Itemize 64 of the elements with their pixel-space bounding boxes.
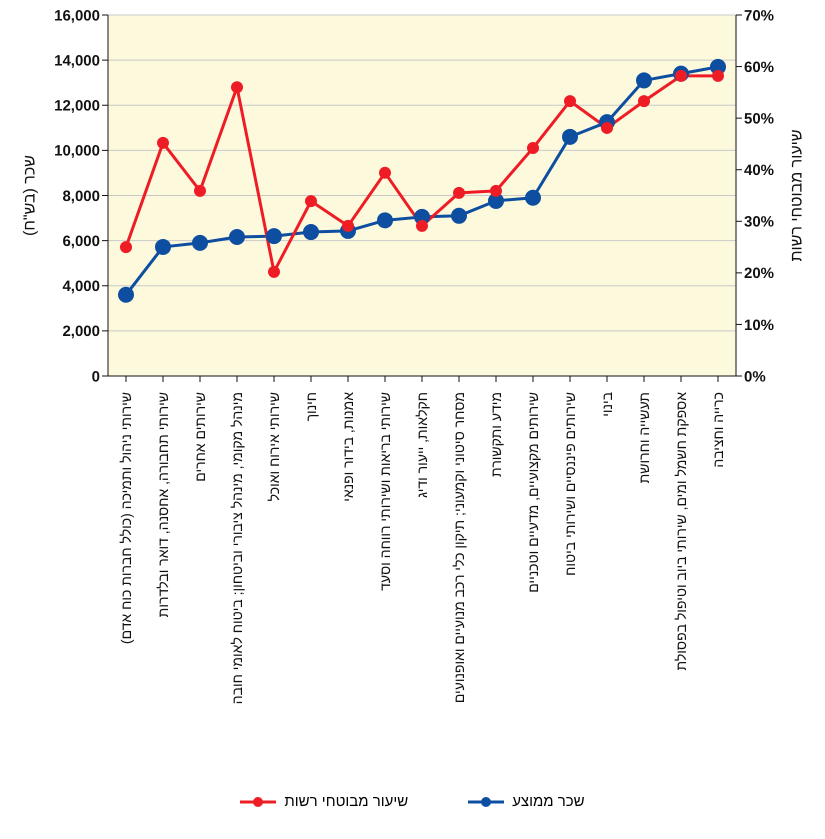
x-tick-label: שירותי אירוח ואוכל bbox=[266, 392, 282, 502]
x-tick-label: שירותי ניהול ותמיכה (כולל חברות כוח אדם) bbox=[118, 392, 134, 644]
point bbox=[416, 220, 428, 232]
point bbox=[157, 136, 169, 149]
y-tick-label: 10,000 bbox=[54, 142, 100, 160]
point bbox=[192, 234, 208, 251]
y2-axis-title: שיעור מבוטחי רשות bbox=[788, 129, 806, 262]
y-tick-label: 6,000 bbox=[62, 232, 100, 250]
y2-tick-label: 10% bbox=[744, 316, 774, 334]
x-tick-label: כרייה וחציבה bbox=[710, 392, 726, 468]
x-tick-label: שירותים מקצועיים, מדעיים וטכניים bbox=[525, 392, 541, 593]
x-tick-label: מסחר סיטוני וקמעוני; תיקון כלי רכב מנועיים ואופנועים bbox=[451, 392, 467, 704]
x-tick-label: שירותי תחבורה, אחסנה, דואר ובלדרות bbox=[155, 392, 171, 618]
point bbox=[564, 95, 576, 108]
point bbox=[451, 208, 467, 224]
y-tick-label: 16,000 bbox=[54, 7, 100, 24]
point bbox=[712, 70, 724, 82]
point bbox=[268, 266, 280, 278]
y-tick-label: 4,000 bbox=[62, 278, 100, 296]
legend-label: שכר ממוצע bbox=[512, 793, 585, 810]
y-tick-label: 2,000 bbox=[62, 323, 100, 340]
point bbox=[453, 186, 465, 199]
x-tick-label: מינהל מקומי, מינהל ציבורי וביטחון; ביטוח לאומי חובה bbox=[229, 392, 245, 704]
point bbox=[490, 184, 502, 197]
y-tick-label: 8,000 bbox=[62, 188, 100, 205]
legend-label: שיעור מבוטחי רשות bbox=[284, 793, 408, 810]
x-tick-label: שירותים פיננסיים ושירותי ביטוח bbox=[562, 392, 578, 576]
y2-tick-label: 40% bbox=[744, 162, 774, 180]
y-tick-label: 14,000 bbox=[54, 52, 100, 70]
x-tick-label: תעשייה וחרושת bbox=[636, 392, 652, 484]
point bbox=[562, 128, 578, 145]
x-tick-label: בינוי bbox=[599, 392, 615, 417]
point bbox=[636, 72, 652, 88]
point bbox=[638, 95, 650, 108]
y2-tick-label: 60% bbox=[744, 58, 774, 76]
y2-tick-label: 70% bbox=[744, 7, 774, 24]
y2-tick-label: 30% bbox=[744, 214, 774, 231]
y-axis-title: שכר (בש"ח) bbox=[22, 155, 39, 236]
point bbox=[229, 229, 245, 246]
point bbox=[601, 122, 613, 134]
point bbox=[525, 190, 541, 206]
y2-tick-label: 20% bbox=[744, 265, 774, 282]
x-tick-label: חינוך bbox=[303, 392, 319, 422]
point bbox=[155, 238, 171, 255]
point bbox=[527, 142, 539, 154]
point bbox=[118, 286, 134, 303]
x-tick-label: אמנות, בידור ופנאי bbox=[340, 392, 356, 502]
point bbox=[379, 166, 391, 179]
x-tick-label: שירותי בריאות ושירותי רווחה וסעד bbox=[377, 392, 393, 591]
point bbox=[303, 224, 319, 240]
x-tick-label: אספקת חשמל ומים, שירותי ביוב וטיפול בפסולת bbox=[673, 392, 689, 671]
x-tick-label: שירותים אחרים bbox=[192, 392, 208, 482]
point bbox=[266, 228, 282, 244]
y-tick-label: 0 bbox=[92, 368, 100, 386]
y-tick-label: 12,000 bbox=[54, 98, 100, 115]
x-tick-label: מידע ותקשורת bbox=[488, 392, 504, 477]
point bbox=[377, 212, 393, 228]
point bbox=[194, 184, 206, 197]
point bbox=[120, 241, 132, 254]
y2-tick-label: 0% bbox=[744, 368, 766, 386]
y2-tick-label: 50% bbox=[744, 110, 774, 128]
point bbox=[305, 195, 317, 208]
x-tick-label: חקלאות, ייעור ודיג bbox=[414, 392, 430, 498]
point bbox=[231, 81, 243, 94]
